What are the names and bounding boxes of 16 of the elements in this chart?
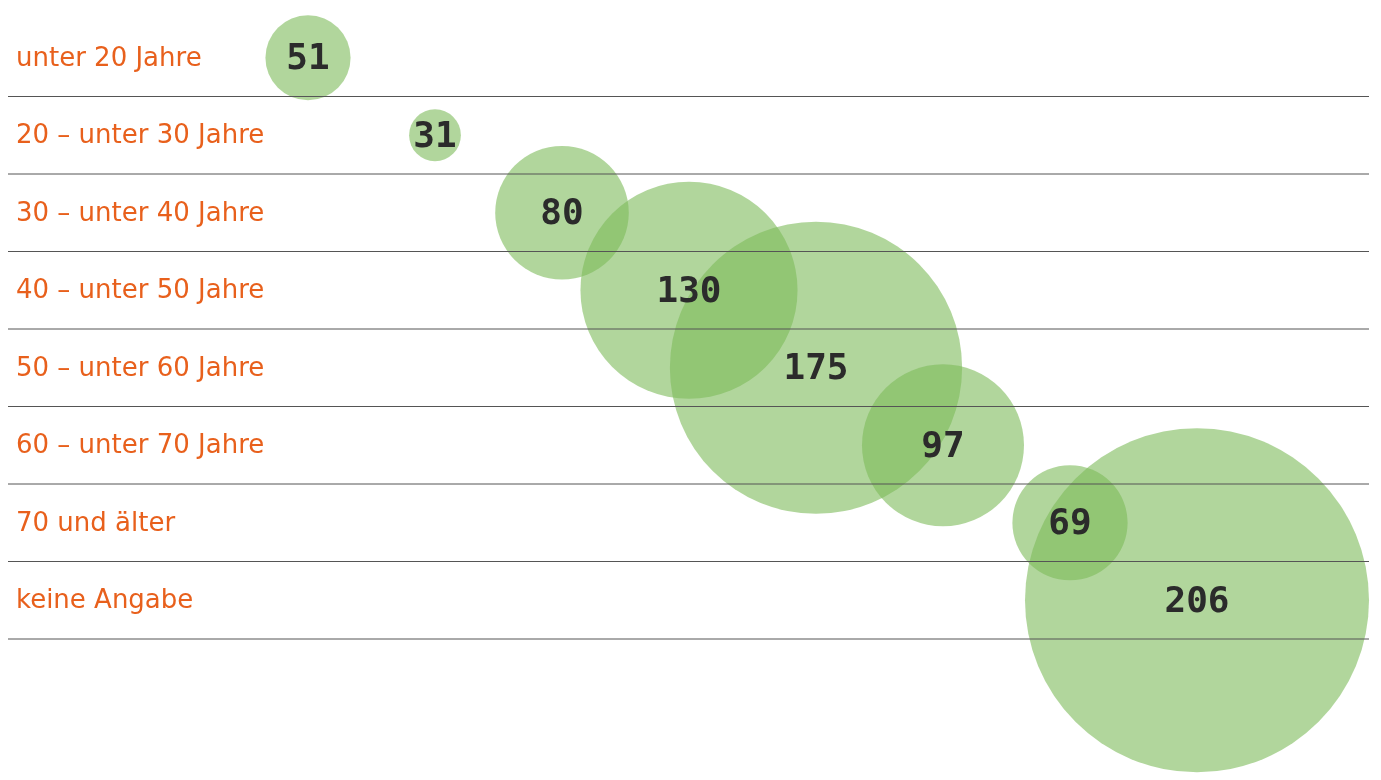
data-label: 130 [656, 268, 722, 310]
data-label: 51 [286, 36, 330, 78]
category-label: 30 – unter 40 Jahre [16, 196, 265, 227]
data-label: 69 [1048, 501, 1092, 543]
data-label: 31 [413, 113, 457, 155]
data-label: 80 [540, 191, 584, 233]
category-label: 50 – unter 60 Jahre [16, 351, 265, 382]
category-label: 40 – unter 50 Jahre [16, 274, 265, 304]
category-label: keine Angabe [16, 584, 194, 614]
data-label: 206 [1164, 578, 1230, 620]
data-label: 97 [921, 423, 965, 465]
category-label: unter 20 Jahre [16, 41, 202, 72]
data-label: 175 [783, 346, 849, 388]
category-label: 60 – unter 70 Jahre [16, 429, 265, 459]
category-label: 20 – unter 30 Jahre [16, 119, 265, 149]
category-label: 70 und älter [16, 506, 176, 537]
